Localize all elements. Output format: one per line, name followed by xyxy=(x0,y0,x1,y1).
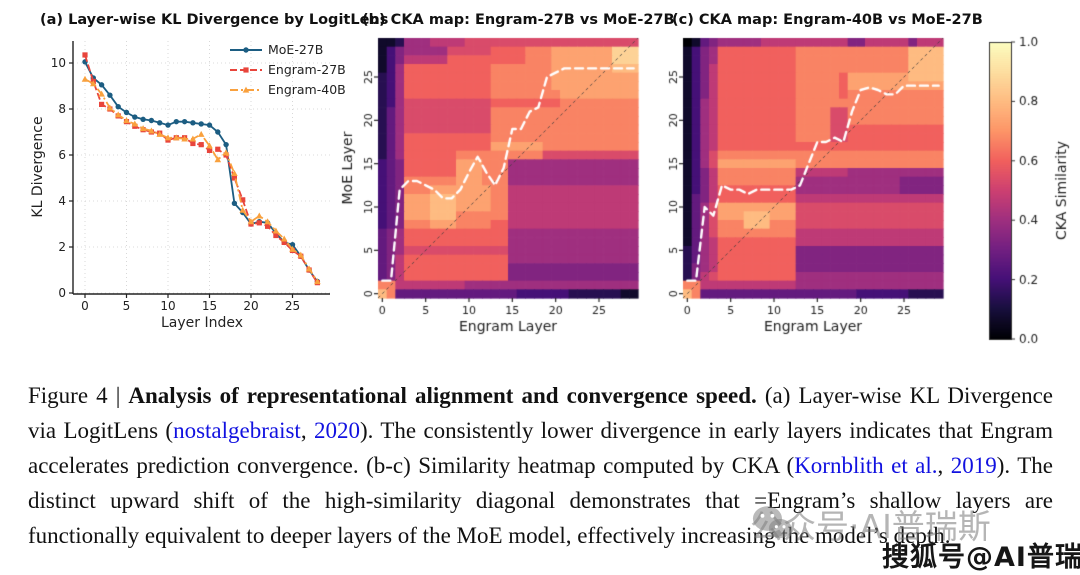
svg-text:0: 0 xyxy=(81,299,89,313)
panel-a-title: (a) Layer-wise KL Divergence by LogitLen… xyxy=(40,12,389,28)
watermark-sohu: 搜狐号@AI普瑞斯 xyxy=(882,542,1080,573)
panel-c-title: (c) CKA map: Engram-40B vs MoE-27B xyxy=(672,12,983,28)
panel-b-heatmap-canvas xyxy=(340,30,660,336)
caption-text: ). The consistently lower divergence in … xyxy=(28,418,1054,478)
caption-text: , xyxy=(300,418,314,443)
svg-text:5: 5 xyxy=(123,299,131,313)
figure-caption: Figure 4 | Analysis of representational … xyxy=(28,378,1053,553)
svg-text:2: 2 xyxy=(58,240,66,254)
svg-text:Layer Index: Layer Index xyxy=(161,315,243,331)
svg-text:15: 15 xyxy=(202,299,217,313)
citation-link[interactable]: Kornblith et al. xyxy=(794,453,938,478)
caption-text: , xyxy=(937,453,951,478)
citation-link[interactable]: 2019 xyxy=(950,453,997,478)
svg-text:4: 4 xyxy=(58,194,66,208)
svg-text:8: 8 xyxy=(58,102,66,116)
svg-text:20: 20 xyxy=(243,299,258,313)
svg-text:0: 0 xyxy=(58,286,66,300)
svg-text:Engram-40B: Engram-40B xyxy=(268,82,346,97)
svg-text:10: 10 xyxy=(160,299,175,313)
svg-text:10: 10 xyxy=(51,56,66,70)
svg-text:Engram-27B: Engram-27B xyxy=(268,62,346,77)
svg-text:6: 6 xyxy=(58,148,66,162)
caption-text: (a) Layer-wise KL Divergence via LogitLe… xyxy=(28,383,1053,443)
citation-link[interactable]: 2020 xyxy=(313,418,360,443)
caption-text: ). The distinct upward shift of the high… xyxy=(28,453,1053,548)
svg-text:KL Divergence: KL Divergence xyxy=(30,116,46,217)
svg-text:25: 25 xyxy=(285,299,300,313)
panel-c-heatmap-canvas xyxy=(645,30,965,336)
caption-text: Figure 4 | xyxy=(28,383,129,408)
panel-a-line-chart: 0 5 10 15 20 25 0 2 4 6 8 10 Layer Index KL Divergenc… xyxy=(30,41,346,331)
svg-text:MoE-27B: MoE-27B xyxy=(268,42,323,57)
citation-link[interactable]: nostalgebraist xyxy=(173,418,301,443)
panel-b-title: (b) CKA map: Engram-27B vs MoE-27B xyxy=(362,12,675,28)
colorbar xyxy=(972,30,1080,360)
caption-bold-text: Analysis of representational alignment a… xyxy=(128,383,757,408)
